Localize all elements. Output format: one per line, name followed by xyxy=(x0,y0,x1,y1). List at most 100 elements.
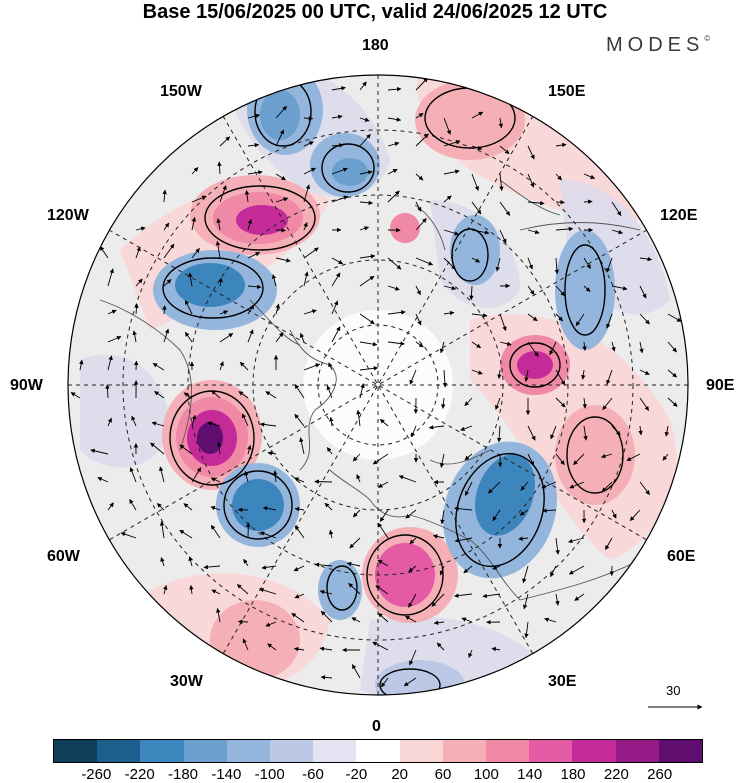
wind-arrow xyxy=(667,397,678,407)
wind-arrow xyxy=(219,333,234,343)
wind-arrow xyxy=(162,305,167,315)
wind-arrow xyxy=(107,355,113,371)
wind-arrow xyxy=(471,257,481,263)
wind-arrow xyxy=(331,326,341,343)
wind-arrow xyxy=(555,593,560,606)
wind-arrow xyxy=(247,113,261,119)
wind-arrow xyxy=(359,133,371,147)
wind-arrow xyxy=(398,475,417,483)
wind-arrow xyxy=(163,243,175,259)
colorbar-tick-label: -180 xyxy=(167,766,199,783)
wind-arrow xyxy=(97,477,109,483)
wind-arrow xyxy=(191,248,200,259)
wind-arrow xyxy=(469,285,474,301)
wind-arrow xyxy=(415,173,424,181)
wind-arrow xyxy=(488,481,501,494)
wind-arrow xyxy=(522,565,529,584)
colorbar-swatch xyxy=(183,740,227,762)
wind-arrow xyxy=(575,313,585,327)
wind-arrow xyxy=(191,216,197,231)
wind-arrow xyxy=(639,369,650,375)
wind-arrow xyxy=(602,397,613,411)
brand-text: MODES xyxy=(606,34,705,56)
wind-arrow xyxy=(303,271,309,287)
wind-arrow xyxy=(70,392,81,399)
wind-arrow xyxy=(179,529,193,539)
wind-arrow xyxy=(203,564,221,570)
wind-arrow xyxy=(527,229,540,235)
wind-arrow xyxy=(244,470,249,483)
wind-arrow xyxy=(555,226,574,232)
wind-arrow xyxy=(527,257,533,270)
colorbar-tick-label: -60 xyxy=(302,766,324,783)
wind-arrow xyxy=(443,229,460,236)
colorbar-swatch xyxy=(399,740,443,762)
colorbar-tick-label: -140 xyxy=(211,766,242,783)
wind-arrow xyxy=(499,341,512,347)
wind-arrow xyxy=(549,341,557,356)
wind-arrow xyxy=(583,425,588,441)
wind-arrow xyxy=(183,503,193,511)
wind-arrow xyxy=(131,415,137,427)
wind-arrow xyxy=(499,173,504,191)
wind-arrow xyxy=(331,257,344,265)
wind-arrow xyxy=(160,557,165,567)
wind-arrow xyxy=(415,285,421,296)
wind-arrow xyxy=(267,643,277,651)
wind-arrow xyxy=(329,416,334,427)
wind-arrow xyxy=(372,453,389,465)
wind-arrow xyxy=(387,285,400,291)
wind-arrow xyxy=(134,303,139,315)
wind-arrow xyxy=(328,362,333,371)
wind-arrow xyxy=(555,453,565,466)
colorbar-swatch xyxy=(486,740,530,762)
wind-arrow xyxy=(129,499,137,511)
wind-arrow xyxy=(471,111,484,119)
lon-label-0: 0 xyxy=(372,718,381,735)
colorbar-swatch xyxy=(313,740,357,762)
wind-arrow xyxy=(262,506,277,511)
wind-arrow xyxy=(216,608,221,623)
wind-arrow xyxy=(219,310,229,315)
wind-arrow xyxy=(443,169,460,175)
wind-arrow xyxy=(359,254,376,259)
wind-arrow xyxy=(415,313,422,326)
wind-arrow xyxy=(359,275,375,287)
wind-arrow xyxy=(582,397,587,409)
wind-arrow xyxy=(405,509,417,519)
colorbar-swatch xyxy=(270,740,314,762)
wind-arrow xyxy=(527,173,535,188)
wind-arrow xyxy=(247,304,255,315)
wind-arrow xyxy=(522,593,529,610)
wind-arrow xyxy=(359,341,378,347)
wind-arrow xyxy=(78,359,84,371)
wind-arrow xyxy=(541,481,557,489)
wind-arrow xyxy=(359,366,379,371)
wind-arrow xyxy=(639,256,653,262)
wind-arrow xyxy=(90,448,109,455)
wind-arrow xyxy=(415,341,424,348)
wind-arrow xyxy=(471,229,490,235)
wind-arrow xyxy=(291,612,305,623)
wind-arrow xyxy=(303,116,314,121)
wind-arrow xyxy=(520,481,529,491)
wind-arrow xyxy=(293,565,305,572)
wind-arrow xyxy=(217,161,222,175)
wind-arrow xyxy=(527,145,535,160)
wind-arrow xyxy=(441,397,446,409)
wind-arrow xyxy=(275,332,284,343)
wind-arrow xyxy=(275,105,287,119)
wind-arrow xyxy=(442,369,448,388)
wind-arrow xyxy=(326,385,333,399)
colorbar-tick-label: 20 xyxy=(391,766,408,783)
wind-arrow xyxy=(107,502,114,511)
anomaly-field xyxy=(68,75,688,695)
wind-arrow xyxy=(471,313,488,318)
wind-arrow xyxy=(443,117,451,135)
wind-arrow xyxy=(191,414,197,427)
wind-arrow xyxy=(247,219,253,231)
wind-arrow xyxy=(272,470,278,483)
wind-arrow xyxy=(303,247,319,259)
wind-arrow xyxy=(439,565,445,576)
wind-arrow xyxy=(107,309,117,315)
